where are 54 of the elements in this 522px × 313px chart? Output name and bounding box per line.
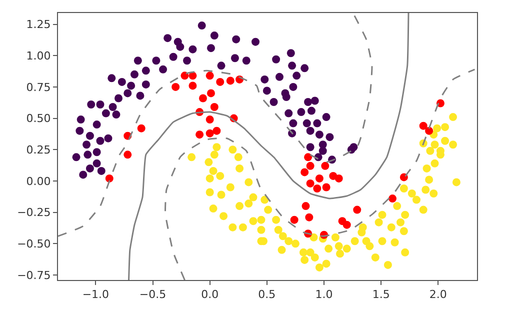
point — [306, 162, 314, 170]
point — [290, 216, 298, 224]
y-tick-label: −0.75 — [17, 268, 51, 282]
y-tick-label: 0.00 — [26, 174, 51, 188]
point — [206, 116, 214, 124]
y-tick-label: 1.25 — [26, 18, 51, 32]
line-series — [128, 13, 410, 280]
x-tick-label: 0.5 — [258, 288, 276, 302]
y-tick-label: 0.75 — [26, 80, 51, 94]
point — [419, 122, 428, 130]
point — [188, 82, 197, 90]
point — [210, 103, 218, 112]
y-tick-label: −0.25 — [17, 206, 51, 220]
point — [206, 89, 215, 98]
point — [196, 130, 204, 139]
point — [342, 220, 351, 229]
x-tick-label: −0.5 — [139, 288, 166, 302]
point — [436, 99, 444, 108]
x-tick-label: −1.0 — [82, 288, 110, 302]
point — [206, 72, 214, 80]
point — [304, 153, 312, 162]
point — [180, 72, 189, 80]
point — [322, 183, 330, 192]
y-tick-label: −0.50 — [17, 238, 51, 250]
point — [212, 126, 221, 135]
point — [313, 184, 322, 192]
point — [305, 213, 314, 222]
point — [226, 76, 234, 85]
point — [388, 194, 397, 203]
point — [302, 202, 310, 210]
y-tick-label: 0.50 — [26, 112, 51, 126]
point — [124, 150, 132, 159]
y-tick-label: 1.00 — [26, 49, 51, 62]
point — [206, 129, 214, 138]
point — [400, 173, 408, 182]
point — [353, 206, 362, 214]
point — [321, 162, 330, 170]
y-tick-label: 0.25 — [26, 143, 51, 156]
point — [425, 126, 434, 135]
point — [315, 174, 324, 182]
point — [105, 174, 114, 182]
x-tick-label: 1.5 — [372, 288, 390, 302]
point — [172, 82, 180, 91]
line-series — [58, 14, 373, 237]
point — [334, 174, 343, 182]
point — [300, 168, 309, 176]
point — [216, 78, 224, 86]
x-tick-label: 2.0 — [429, 288, 447, 302]
point — [198, 94, 207, 102]
x-tick-label: 0.0 — [201, 288, 219, 302]
point — [137, 124, 146, 132]
line-series — [164, 68, 476, 280]
x-tick-label: 1.0 — [315, 288, 333, 302]
point — [306, 179, 314, 188]
